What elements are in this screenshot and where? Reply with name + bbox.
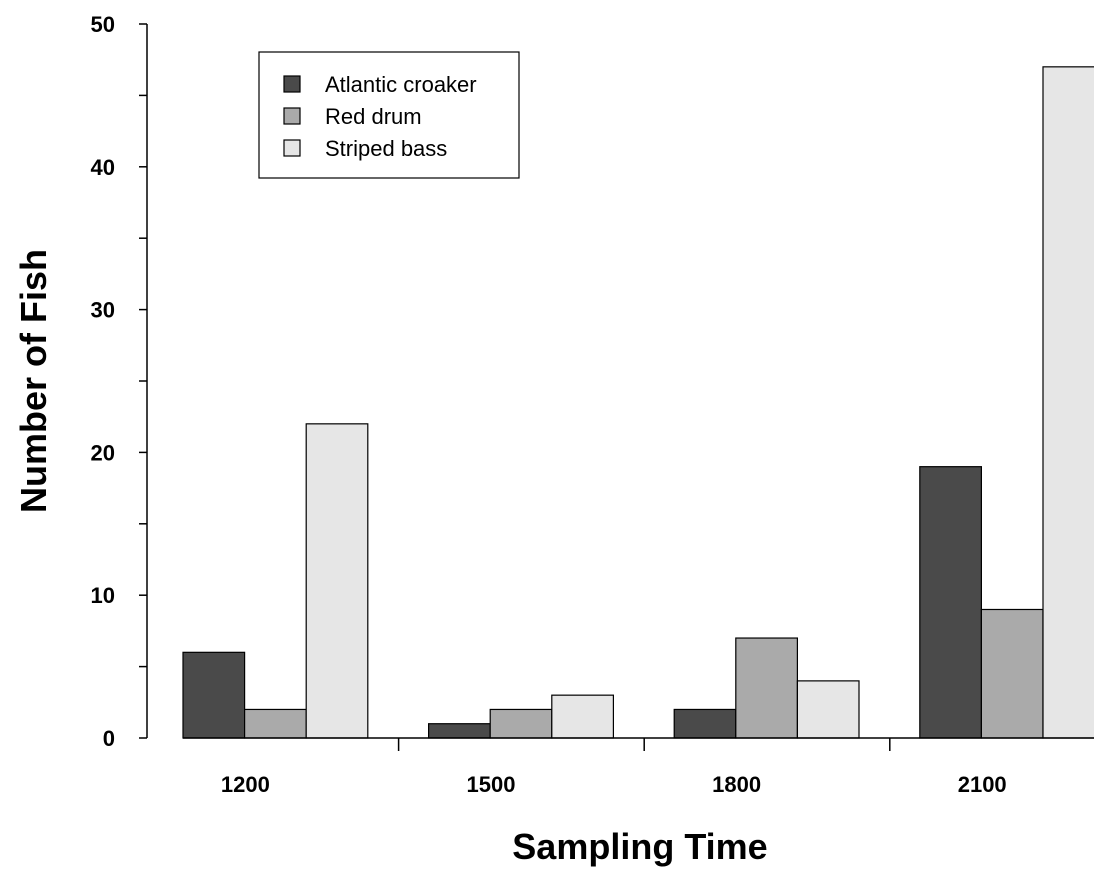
legend-swatch — [283, 75, 301, 93]
y-tick-label: 50 — [91, 12, 115, 37]
legend-box — [258, 51, 520, 179]
x-tick-label: 2100 — [958, 772, 1007, 797]
bars-group — [182, 66, 1094, 739]
bar-atlantic-croaker-1800 — [673, 708, 737, 739]
y-tick-label: 20 — [91, 440, 115, 465]
y-tick-label: 0 — [103, 726, 115, 751]
legend-label: Red drum — [325, 104, 422, 129]
y-axis-ticks: 0 10 20 30 40 50 — [91, 12, 147, 751]
bar-atlantic-croaker-1200 — [182, 651, 246, 739]
x-axis-ticks: 1200 1500 1800 2100 — [221, 738, 1007, 797]
y-axis-title: Number of Fish — [13, 249, 54, 513]
bar-striped-bass-1500 — [551, 694, 614, 739]
legend-label: Atlantic croaker — [325, 72, 477, 97]
y-tick-label: 30 — [91, 298, 115, 323]
legend-swatch — [283, 107, 301, 125]
bar-red-drum-1500 — [489, 708, 553, 739]
bar-atlantic-croaker-2100 — [919, 466, 982, 739]
x-axis-title: Sampling Time — [512, 826, 767, 867]
legend-label: Striped bass — [325, 136, 447, 161]
bar-red-drum-1200 — [244, 708, 307, 739]
bar-red-drum-1800 — [735, 637, 798, 739]
bar-red-drum-2100 — [980, 608, 1044, 739]
x-tick-label: 1200 — [221, 772, 270, 797]
legend: Atlantic croaker Red drum Striped bass — [258, 51, 520, 179]
bar-striped-bass-1200 — [305, 423, 369, 739]
y-tick-label: 40 — [91, 155, 115, 180]
bar-atlantic-croaker-1500 — [428, 723, 491, 739]
legend-swatch — [283, 139, 301, 157]
legend-items: Atlantic croaker Red drum Striped bass — [283, 72, 477, 161]
y-tick-label: 10 — [91, 583, 115, 608]
bar-striped-bass-1800 — [796, 680, 860, 739]
x-tick-label: 1800 — [712, 772, 761, 797]
bar-striped-bass-2100 — [1042, 66, 1094, 739]
x-tick-label: 1500 — [467, 772, 516, 797]
